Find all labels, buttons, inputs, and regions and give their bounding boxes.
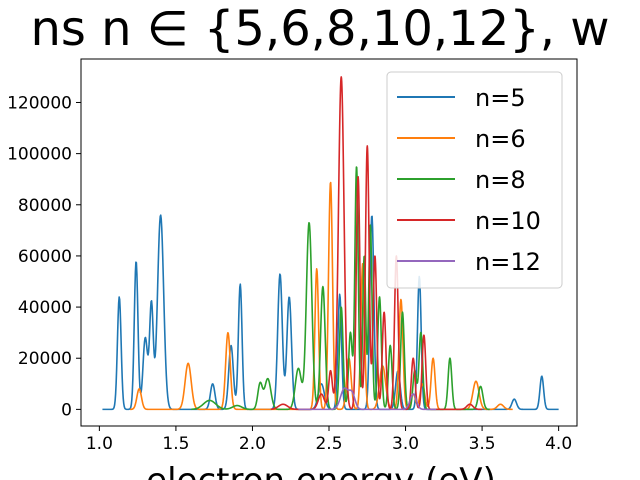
y-tick-label: 100000 (7, 145, 72, 165)
y-tick-label: 80000 (18, 196, 72, 216)
x-tick-label: 2.0 (239, 434, 266, 454)
legend-label: n=10 (475, 207, 541, 235)
y-tick-label: 20000 (18, 349, 72, 369)
legend-label: n=8 (475, 166, 526, 194)
y-tick-label: 40000 (18, 298, 72, 318)
legend-label: n=5 (475, 84, 526, 112)
series-layer (102, 76, 559, 411)
x-axis-label: electron energy (eV) (146, 461, 496, 480)
x-tick-label: 1.0 (86, 434, 113, 454)
y-tick-label: 120000 (7, 93, 72, 113)
x-axis: 1.0 1.5 2.0 2.5 3.0 3.5 4.0 (86, 426, 572, 454)
x-tick-label: 3.0 (392, 434, 419, 454)
legend-box (386, 71, 563, 289)
y-tick-label: 0 (61, 400, 72, 420)
y-tick-label: 60000 (18, 247, 72, 267)
legend-label: n=6 (475, 125, 526, 153)
x-tick-label: 1.5 (162, 434, 189, 454)
x-tick-label: 3.5 (469, 434, 496, 454)
chart-title: ns n ∈ {5,6,8,10,12}, w (30, 1, 609, 57)
legend: n=5 n=6 n=8 n=10 n=12 (386, 71, 563, 289)
x-tick-label: 2.5 (315, 434, 342, 454)
y-axis: 0 20000 40000 60000 80000 100000 120000 (7, 93, 81, 420)
x-tick-label: 4.0 (545, 434, 572, 454)
legend-label: n=12 (475, 248, 541, 276)
series-line-n12 (297, 387, 437, 411)
